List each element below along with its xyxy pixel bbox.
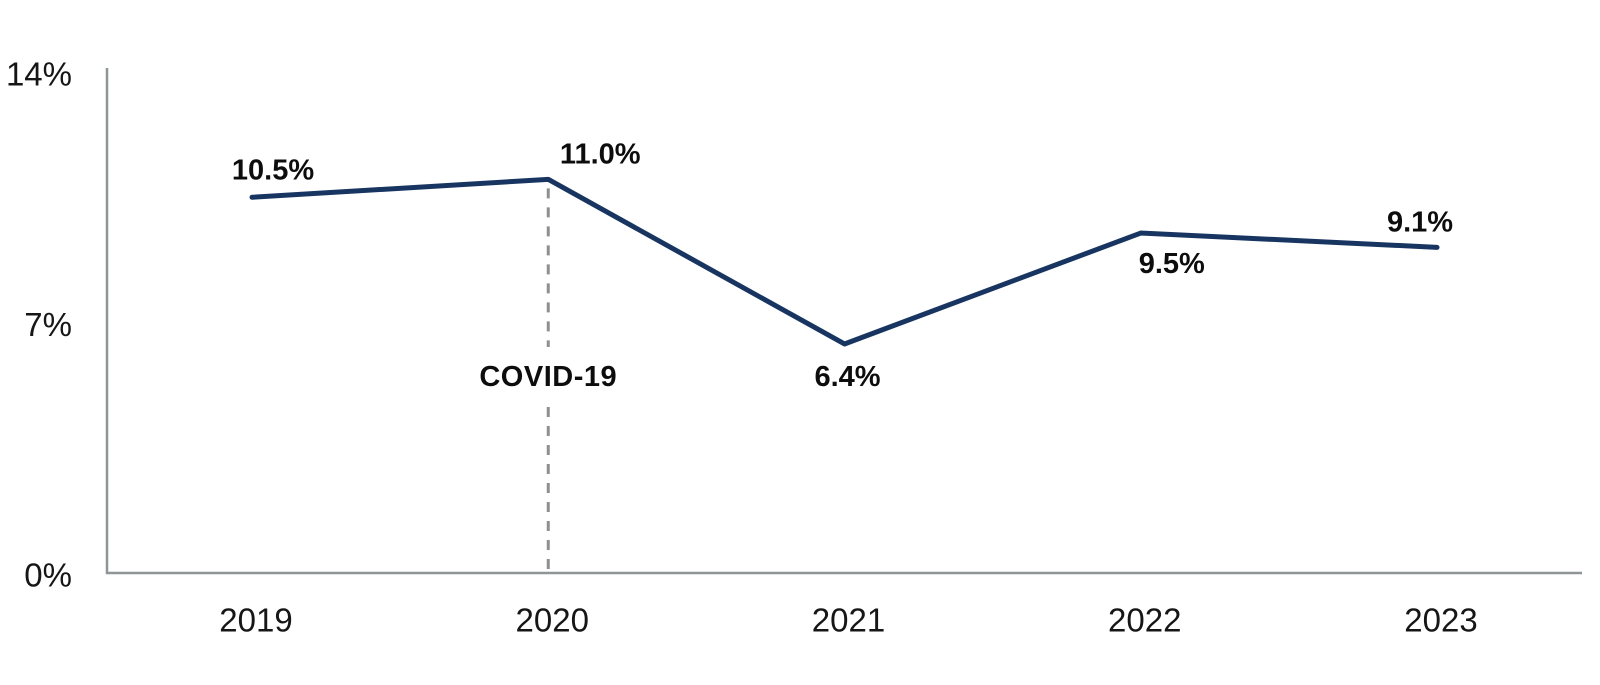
data-point-label: 9.1%	[1387, 206, 1453, 238]
y-axis-tick-label: 14%	[6, 56, 72, 93]
data-line	[249, 176, 1440, 347]
x-axis-tick-label: 2022	[1108, 602, 1181, 639]
annotation-label: COVID-19	[479, 361, 617, 393]
data-point-label: 6.4%	[814, 361, 880, 393]
x-axis-tick-label: 2019	[219, 602, 292, 639]
x-axis-tick-label: 2020	[516, 602, 589, 639]
y-axis-labels: 0% 7% 14%	[6, 56, 72, 594]
x-axis-tick-label: 2023	[1404, 602, 1477, 639]
data-point-label: 9.5%	[1139, 248, 1205, 280]
x-axis-tick-label: 2021	[812, 602, 885, 639]
x-axis-labels: 2019 2020 2021 2022 2023	[219, 602, 1477, 639]
chart-axes	[105, 68, 1582, 575]
data-value-labels: 10.5% 11.0% 6.4% 9.5% 9.1%	[232, 138, 1453, 393]
data-point-label: 10.5%	[232, 154, 314, 186]
y-axis-tick-label: 7%	[24, 306, 72, 343]
y-axis-tick-label: 0%	[24, 557, 72, 594]
data-point-label: 11.0%	[560, 138, 641, 170]
